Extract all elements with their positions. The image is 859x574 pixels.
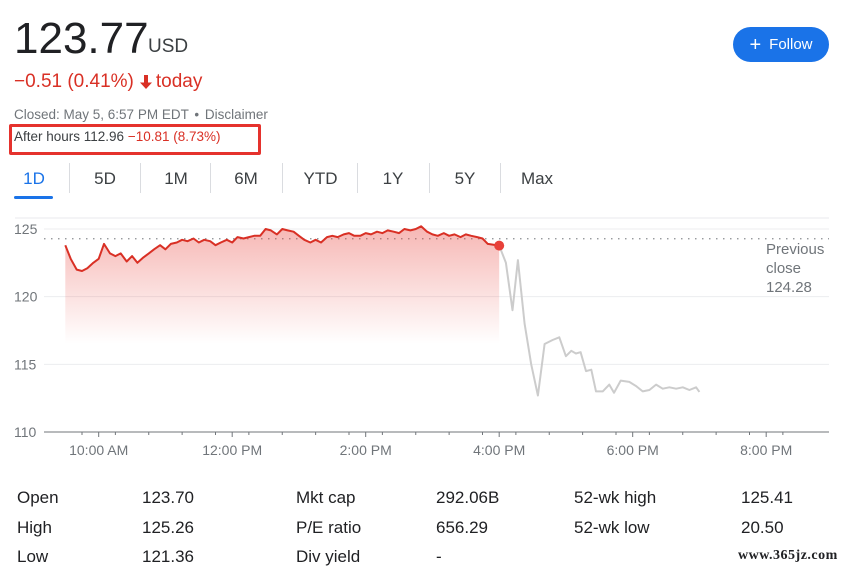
stat-value-high: 125.26: [142, 518, 194, 537]
x-tick-label: 8:00 PM: [740, 442, 792, 458]
stock-price: 123.77: [14, 14, 149, 63]
stat-label-pe-ratio: P/E ratio: [296, 518, 362, 537]
tab-5y[interactable]: 5Y: [454, 169, 476, 188]
tab-divider: [357, 163, 358, 193]
highlight-annotation-box: [9, 124, 261, 155]
y-tick-label: 120: [14, 289, 38, 305]
stat-value-low: 121.36: [142, 547, 194, 566]
stat-label-low: Low: [17, 547, 49, 566]
tab-1m[interactable]: 1M: [164, 169, 188, 188]
price-chart[interactable]: 125 120 115 110 10:00 AM 12:00 PM 2:00 PM 4:00…: [0, 205, 859, 463]
tab-divider: [429, 163, 430, 193]
tab-1y[interactable]: 1Y: [382, 169, 404, 188]
stat-label-mkt-cap: Mkt cap: [296, 488, 356, 507]
stat-value-div-yield: -: [436, 547, 442, 566]
watermark: www.365jz.com: [738, 548, 838, 563]
previous-close-text: close: [766, 260, 801, 277]
stat-label-52wk-high: 52-wk high: [574, 488, 657, 507]
x-tick-label: 12:00 PM: [202, 442, 262, 458]
stat-label-open: Open: [17, 488, 59, 507]
disclaimer-link[interactable]: Disclaimer: [204, 107, 268, 122]
market-status: Closed: May 5, 6:57 PM EDT • Disclaimer: [14, 107, 268, 122]
after-hours-quote: After hours 112.96 −10.81 (8.73%): [14, 129, 221, 144]
stat-value-pe-ratio: 656.29: [436, 518, 488, 537]
stat-label-52wk-low: 52-wk low: [574, 518, 650, 537]
y-axis-labels: 125 120 115 110: [14, 221, 38, 440]
tab-5d[interactable]: 5D: [94, 169, 116, 188]
currency-label: USD: [148, 36, 189, 57]
stat-value-mkt-cap: 292.06B: [436, 488, 500, 507]
plus-icon: +: [749, 33, 762, 56]
x-tick-label: 10:00 AM: [69, 442, 128, 458]
stat-value-open: 123.70: [142, 488, 194, 507]
after-hours-change: −10.81 (8.73%): [127, 129, 221, 144]
follow-button[interactable]: + Follow: [733, 27, 829, 62]
stat-value-52wk-high: 125.41: [741, 488, 793, 507]
tab-divider: [500, 163, 501, 193]
closed-timestamp: Closed: May 5, 6:57 PM EDT: [14, 107, 189, 122]
close-point-marker: [494, 240, 505, 251]
after-hours-line: [498, 245, 701, 397]
chart-lines: [64, 225, 701, 397]
x-tick-label: 6:00 PM: [607, 442, 659, 458]
y-tick-label: 115: [14, 356, 37, 372]
y-tick-label: 110: [14, 424, 37, 440]
tab-1d[interactable]: 1D: [23, 169, 45, 188]
y-tick-label: 125: [14, 221, 38, 237]
chart-area: [65, 226, 500, 345]
x-tick-label: 4:00 PM: [473, 442, 525, 458]
after-hours-price: After hours 112.96: [14, 129, 125, 144]
price-change-period: today: [155, 71, 203, 92]
range-tabs: 1D 5D 1M 6M YTD 1Y 5Y Max: [0, 163, 859, 199]
tab-6m[interactable]: 6M: [234, 169, 258, 188]
tab-ytd[interactable]: YTD: [303, 169, 338, 188]
previous-close-label: Previous close 124.28: [766, 241, 824, 296]
tab-divider: [282, 163, 283, 193]
stat-label-div-yield: Div yield: [296, 547, 361, 566]
tab-divider: [140, 163, 141, 193]
price-change: −0.51 (0.41%) today: [14, 71, 202, 93]
regular-session-line: [64, 225, 500, 272]
tab-divider: [210, 163, 211, 193]
follow-label: Follow: [769, 36, 813, 53]
arrow-down-icon: [139, 75, 152, 89]
price-change-value: −0.51 (0.41%): [14, 71, 134, 92]
stat-value-52wk-low: 20.50: [741, 518, 784, 537]
tab-divider: [69, 163, 70, 193]
tab-max[interactable]: Max: [520, 169, 554, 188]
regular-session-fill: [65, 226, 500, 345]
x-axis-labels: 10:00 AM 12:00 PM 2:00 PM 4:00 PM 6:00 PM 8:0…: [69, 442, 792, 458]
x-tick-label: 2:00 PM: [340, 442, 392, 458]
previous-close-text: Previous: [766, 241, 824, 258]
active-tab-indicator: [14, 196, 53, 199]
previous-close-text: 124.28: [766, 279, 812, 296]
separator-dot: •: [194, 107, 200, 122]
stat-label-high: High: [17, 518, 52, 537]
